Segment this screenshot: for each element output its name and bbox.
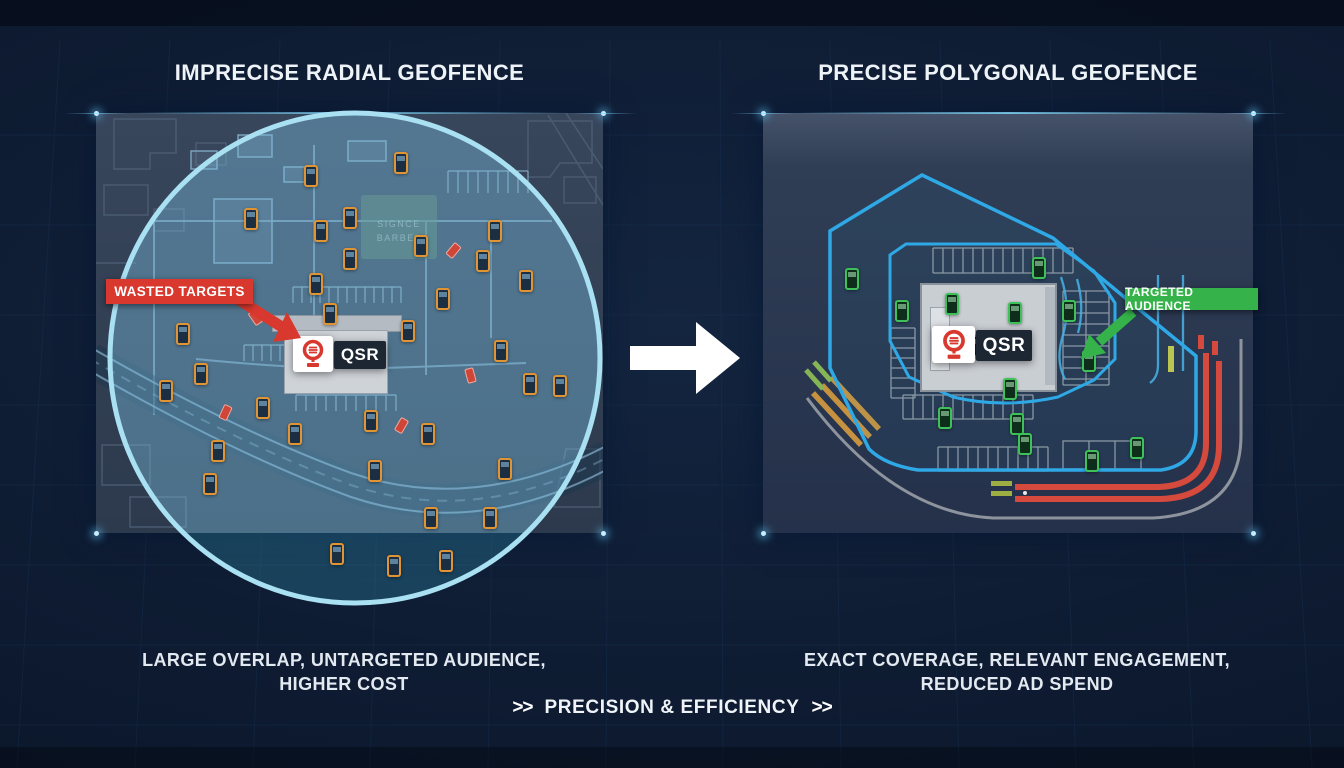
wasted-targets-label: WASTED TARGETS [106,279,253,304]
left-caption-line1: LARGE OVERLAP, UNTARGETED AUDIENCE, [142,650,546,670]
footer-text: PRECISION & EFFICIENCY [544,697,800,718]
map-label-line1: SIGNCE [377,219,421,229]
glow-dot [64,111,130,116]
bottom-shade-band [0,747,1344,768]
glow-dot [571,111,637,116]
left-caption: LARGE OVERLAP, UNTARGETED AUDIENCE, HIGH… [104,648,584,696]
right-caption: EXACT COVERAGE, RELEVANT ENGAGEMENT, RED… [777,648,1257,696]
glow-dot [94,531,99,536]
footer-tagline: >> PRECISION & EFFICIENCY >> [0,697,1344,719]
right-caption-line1: EXACT COVERAGE, RELEVANT ENGAGEMENT, [803,650,1231,670]
glow-dot [731,111,797,116]
top-shade-band [0,0,1344,26]
left-panel-title: IMPRECISE RADIAL GEOFENCE [174,60,525,85]
glow-dot [601,531,606,536]
qsr-pin-icon [932,326,975,363]
qsr-brand-right: QSR [976,330,1032,361]
right-caption-line2: REDUCED AD SPEND [920,674,1114,694]
qsr-pin-icon [293,336,333,372]
map-label-line2: BARBEL [377,233,422,243]
chevron-right-icon: >> [811,697,832,718]
right-panel-title: PRECISE POLYGONAL GEOFENCE [818,60,1198,85]
chevron-right-icon: >> [512,697,533,718]
qsr-logo-right: QSR [932,326,1032,363]
left-caption-line2: HIGHER COST [279,674,409,694]
qsr-logo-left: QSR [293,336,386,372]
glow-dot [1221,111,1287,116]
glow-dot [761,531,766,536]
qsr-brand-left: QSR [334,341,386,369]
glow-dot [1251,531,1256,536]
targeted-audience-label: TARGETED AUDIENCE [1125,285,1258,313]
